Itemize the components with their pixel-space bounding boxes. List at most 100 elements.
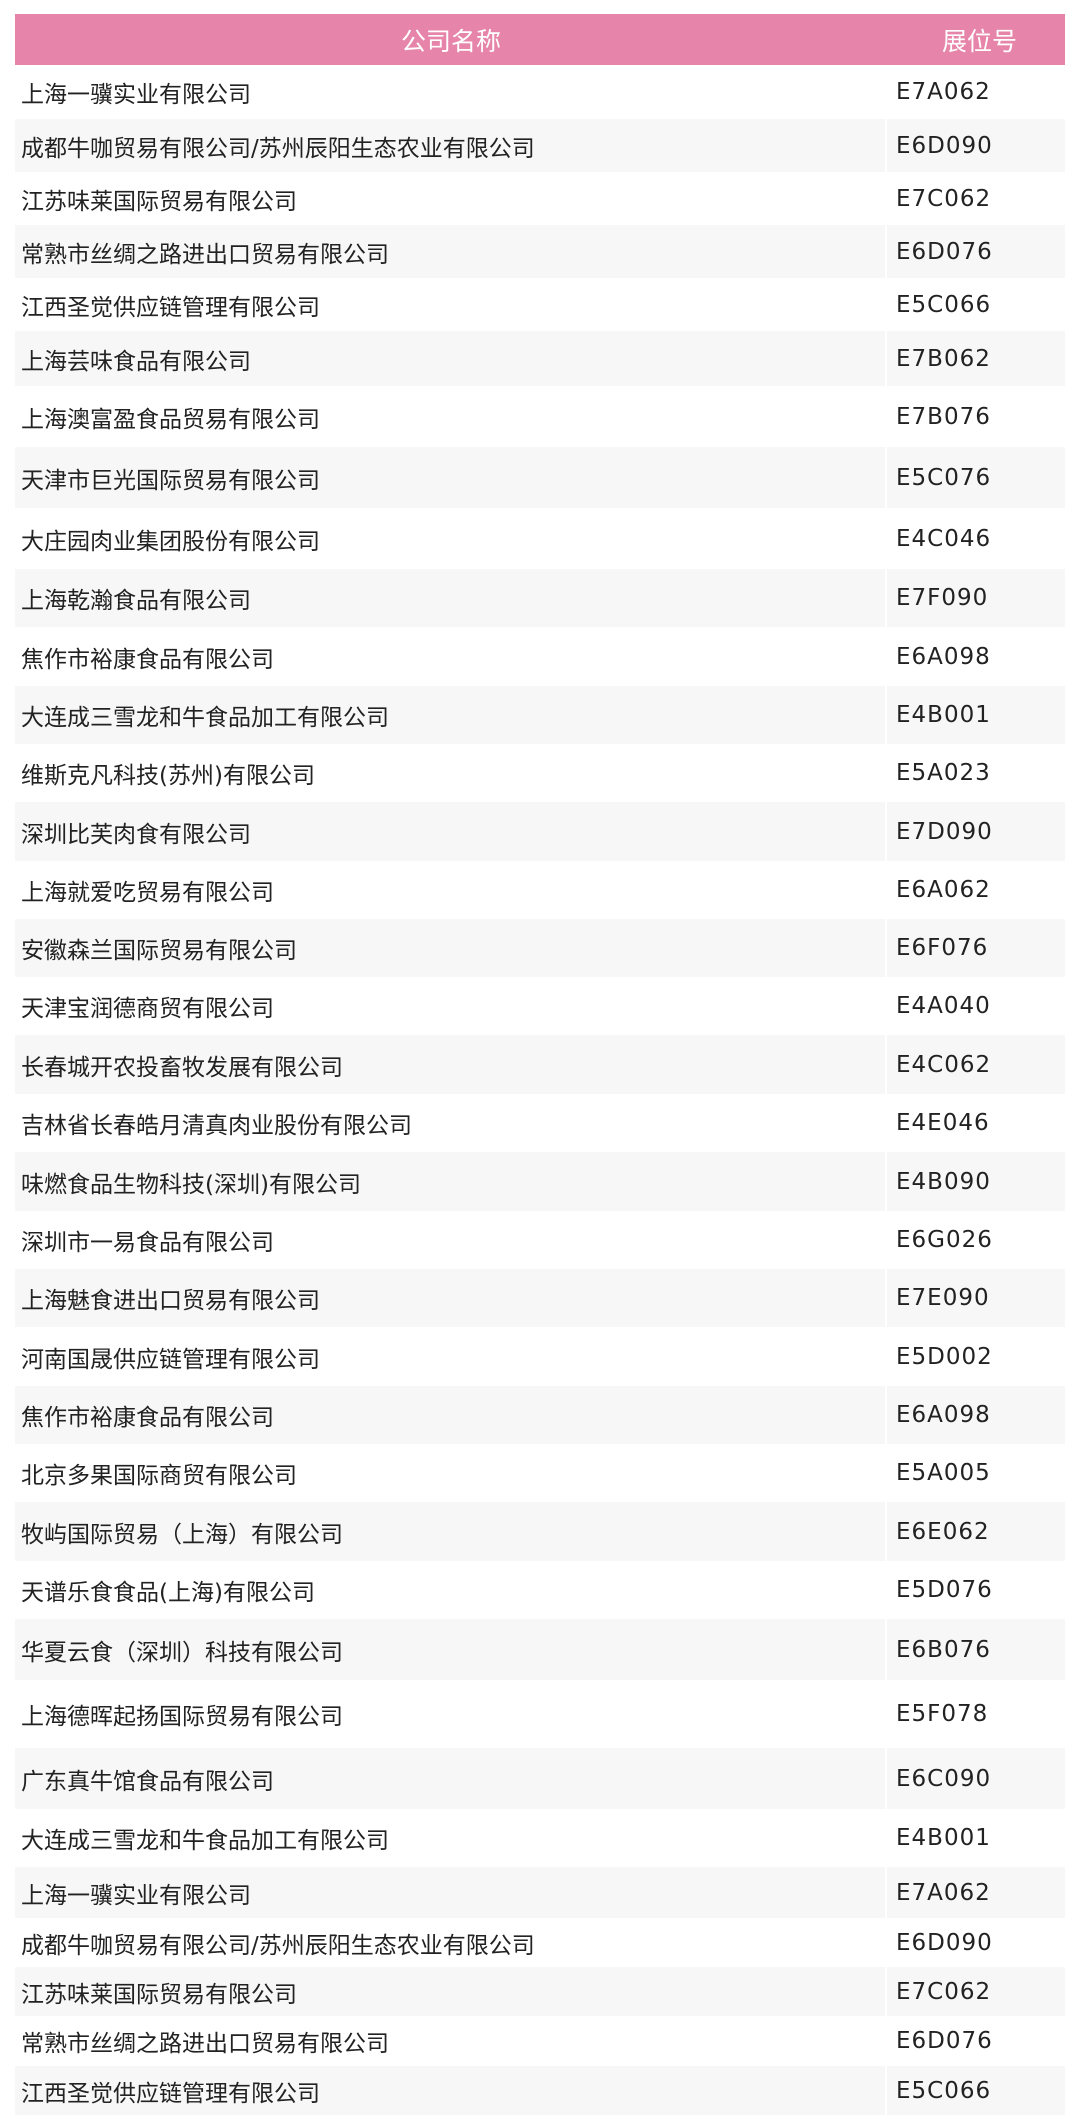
booth-number-cell: E4C062 [887,1035,1065,1094]
table-row: 上海乾瀚食品有限公司 E7F090 [15,569,1065,627]
company-name-cell: 焦作市裕康食品有限公司 [15,1386,885,1444]
table-row: 焦作市裕康食品有限公司 E6A098 [15,627,1065,686]
booth-number-cell: E6F076 [887,919,1065,977]
table-row: 上海就爱吃贸易有限公司 E6A062 [15,861,1065,919]
booth-number-cell: E6G026 [896,1227,993,1253]
company-name-cell: 安徽森兰国际贸易有限公司 [15,919,885,977]
booth-number-cell: E5D076 [896,1577,993,1603]
table-row: 广东真牛馆食品有限公司 E6C090 [15,1748,1065,1809]
booth-number-cell: E7A062 [887,1867,1065,1918]
booth-number-cell: E6D076 [896,2028,993,2054]
company-name-cell: 味燃食品生物科技(深圳)有限公司 [15,1152,885,1211]
company-name-cell: 天谱乐食食品(上海)有限公司 [21,1580,315,1606]
booth-number-cell: E5C076 [887,447,1065,508]
table-row: 上海一骥实业有限公司 E7A062 [15,65,1065,119]
company-name-cell: 江西圣觉供应链管理有限公司 [21,294,320,321]
company-name-cell: 成都牛咖贸易有限公司/苏州辰阳生态农业有限公司 [15,119,885,172]
company-name-cell: 广东真牛馆食品有限公司 [15,1748,885,1809]
booth-number-cell: E7D090 [887,802,1065,861]
booth-number-cell: E5A023 [896,760,991,786]
company-name-cell: 江苏味莱国际贸易有限公司 [21,188,297,215]
company-name-cell: 常熟市丝绸之路进出口贸易有限公司 [21,2031,389,2057]
booth-number-cell: E4C046 [896,525,992,552]
table-row: 华夏云食（深圳）科技有限公司 E6B076 [15,1619,1065,1680]
booth-number-cell: E4B001 [887,686,1065,744]
table-row: 上海魅食进出口贸易有限公司 E7E090 [15,1269,1065,1327]
booth-number-cell: E4A040 [896,993,991,1019]
booth-number-cell: E7C062 [896,185,992,212]
booth-number-cell: E6A062 [896,877,991,903]
table-row: 长春城开农投畜牧发展有限公司 E4C062 [15,1035,1065,1094]
table-row: 深圳市一易食品有限公司 E6G026 [15,1211,1065,1269]
booth-number-cell: E6E062 [887,1502,1065,1561]
booth-number-cell: E6A098 [896,643,991,670]
booth-number-cell: E4B090 [887,1152,1065,1211]
company-name-cell: 上海一骥实业有限公司 [15,1867,885,1918]
booth-number-cell: E7B076 [896,403,991,430]
table-row: 常熟市丝绸之路进出口贸易有限公司 E6D076 [15,2016,1065,2066]
company-name-cell: 牧屿国际贸易（上海）有限公司 [15,1502,885,1561]
company-name-cell: 上海一骥实业有限公司 [21,82,251,108]
table-row: 江苏味莱国际贸易有限公司 E7C062 [15,1967,1065,2016]
table-row: 牧屿国际贸易（上海）有限公司 E6E062 [15,1502,1065,1561]
booth-number-cell: E5C066 [896,291,992,318]
table-row: 北京多果国际商贸有限公司 E5A005 [15,1444,1065,1502]
table-row: 维斯克凡科技(苏州)有限公司 E5A023 [15,744,1065,802]
booth-number-cell: E5F078 [896,1701,989,1727]
booth-number-cell: E6B076 [887,1619,1065,1680]
booth-number-cell: E7E090 [887,1269,1065,1327]
company-name-cell: 上海乾瀚食品有限公司 [15,569,885,627]
company-name-cell: 上海魅食进出口贸易有限公司 [15,1269,885,1327]
booth-number-cell: E6D090 [896,1929,993,1956]
table-row: 味燃食品生物科技(深圳)有限公司 E4B090 [15,1152,1065,1211]
booth-number-cell: E6A098 [887,1386,1065,1444]
booth-number-cell: E7C062 [887,1967,1065,2016]
table-row: 大庄园肉业集团股份有限公司 E4C046 [15,508,1065,569]
company-name-cell: 河南国晟供应链管理有限公司 [21,1346,320,1373]
booth-number-cell: E7F090 [887,569,1065,627]
table-row: 江苏味莱国际贸易有限公司 E7C062 [15,172,1065,225]
company-name-cell: 常熟市丝绸之路进出口贸易有限公司 [15,225,885,278]
company-name-cell: 长春城开农投畜牧发展有限公司 [15,1035,885,1094]
company-name-cell: 华夏云食（深圳）科技有限公司 [15,1619,885,1680]
company-name-cell: 天津宝润德商贸有限公司 [21,996,274,1022]
company-name-cell: 北京多果国际商贸有限公司 [21,1463,297,1489]
booth-number-cell: E7B062 [887,331,1065,386]
table-row: 天谱乐食食品(上海)有限公司 E5D076 [15,1561,1065,1619]
company-name-cell: 江苏味莱国际贸易有限公司 [15,1967,885,2016]
table-row: 天津宝润德商贸有限公司 E4A040 [15,977,1065,1035]
company-name-cell: 上海澳富盈食品贸易有限公司 [21,406,320,433]
company-name-cell: 深圳比芙肉食有限公司 [15,802,885,861]
table-row: 上海澳富盈食品贸易有限公司 E7B076 [15,386,1065,447]
booth-number-cell: E5C066 [887,2066,1065,2115]
table-body: 上海一骥实业有限公司 E7A062 成都牛咖贸易有限公司/苏州辰阳生态农业有限公司 E… [15,65,1065,2115]
company-name-cell: 大连成三雪龙和牛食品加工有限公司 [15,686,885,744]
booth-number-cell: E4E046 [896,1110,990,1136]
table-row: 江西圣觉供应链管理有限公司 E5C066 [15,278,1065,331]
company-name-cell: 维斯克凡科技(苏州)有限公司 [21,763,315,789]
table-header: 公司名称 展位号 [15,14,1065,65]
company-name-cell: 上海就爱吃贸易有限公司 [21,880,274,906]
company-name-cell: 成都牛咖贸易有限公司/苏州辰阳生态农业有限公司 [21,1932,535,1959]
company-name-cell: 吉林省长春皓月清真肉业股份有限公司 [21,1113,412,1139]
table-row: 上海一骥实业有限公司 E7A062 [15,1867,1065,1918]
company-name-cell: 焦作市裕康食品有限公司 [21,646,274,673]
table-row: 焦作市裕康食品有限公司 E6A098 [15,1386,1065,1444]
table-row: 大连成三雪龙和牛食品加工有限公司 E4B001 [15,686,1065,744]
table-row: 上海德晖起扬国际贸易有限公司 E5F078 [15,1680,1065,1748]
table-row: 深圳比芙肉食有限公司 E7D090 [15,802,1065,861]
company-name-cell: 天津市巨光国际贸易有限公司 [15,447,885,508]
table-row: 天津市巨光国际贸易有限公司 E5C076 [15,447,1065,508]
company-name-cell: 大庄园肉业集团股份有限公司 [21,528,320,555]
company-name-cell: 上海芸味食品有限公司 [15,331,885,386]
table-row: 吉林省长春皓月清真肉业股份有限公司 E4E046 [15,1094,1065,1152]
company-name-cell: 深圳市一易食品有限公司 [21,1230,274,1256]
booth-number-cell: E6D076 [887,225,1065,278]
table-row: 成都牛咖贸易有限公司/苏州辰阳生态农业有限公司 E6D090 [15,1918,1065,1967]
company-name-cell: 上海德晖起扬国际贸易有限公司 [21,1704,343,1730]
table-row: 上海芸味食品有限公司 E7B062 [15,331,1065,386]
company-name-cell: 大连成三雪龙和牛食品加工有限公司 [21,1828,389,1854]
booth-number-cell: E6C090 [887,1748,1065,1809]
exhibitor-table: 公司名称 展位号 上海一骥实业有限公司 E7A062 成都牛咖贸易有限公司/苏州辰阳… [15,14,1065,2115]
company-name-cell: 江西圣觉供应链管理有限公司 [15,2066,885,2115]
